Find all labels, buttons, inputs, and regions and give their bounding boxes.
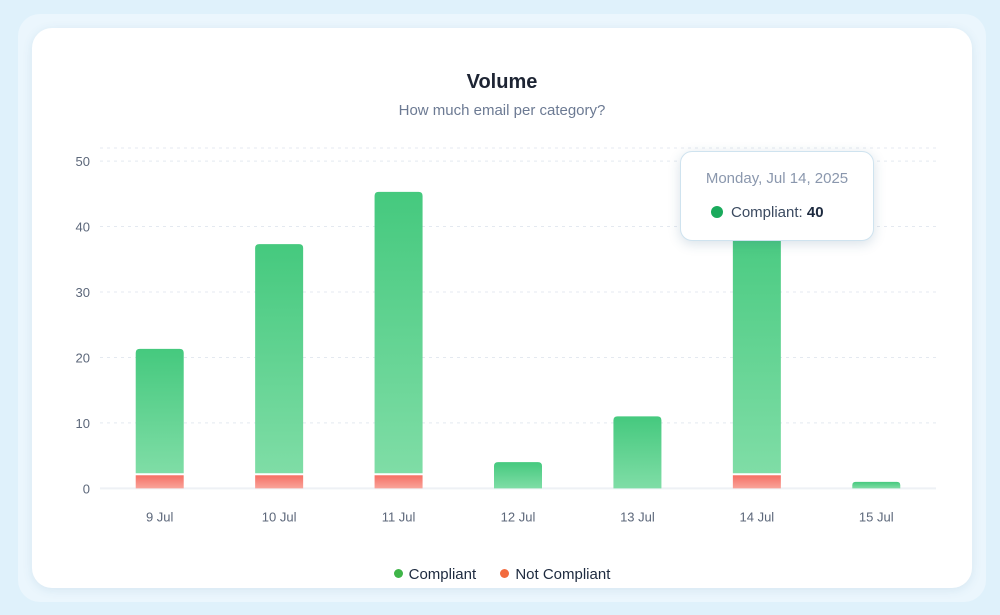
y-tick-label: 10 [76,416,90,431]
legend-item-compliant[interactable]: Compliant [393,566,477,583]
bar-compliant [255,244,304,474]
tooltip-label: Compliant: [731,204,803,221]
legend-label-not-compliant: Not Compliant [515,566,611,583]
bar-compliant [613,416,662,489]
x-tick-label: 14 Jul [740,509,775,524]
bar-compliant [374,191,423,474]
bar-compliant [135,348,184,474]
bar-not-compliant [732,475,781,489]
y-tick-label: 50 [76,154,90,169]
legend-item-not-compliant[interactable]: Not Compliant [500,566,610,583]
bar-compliant [494,462,542,489]
x-tick-label: 12 Jul [501,509,536,524]
y-tick-label: 40 [76,220,90,235]
chart-card: Volume How much email per category? 0 10 2… [32,28,972,588]
outer-frame: Volume How much email per category? 0 10 2… [18,14,986,602]
legend-dot-compliant-icon [393,569,403,578]
y-tick-label: 0 [83,481,90,496]
bar-compliant [732,211,781,474]
tooltip-date: Monday, Jul 14, 2025 [705,170,849,187]
tooltip-row: Compliant: 40 [711,204,824,221]
tooltip-series-dot-icon [711,206,723,218]
x-tick-label: 13 Jul [620,509,655,524]
legend-label-compliant: Compliant [408,566,477,583]
bar-not-compliant [135,475,184,489]
bar-not-compliant [374,475,423,489]
chart-plot: 0 10 20 30 40 50 9 Jul 10 Jul 11 Jul 12 Jul 13 Jul… [76,147,936,524]
chart-title: Volume [466,71,538,93]
y-tick-label: 30 [76,285,90,300]
x-tick-label: 9 Jul [146,509,174,524]
bar-compliant [852,481,901,489]
chart-tooltip: Monday, Jul 14, 2025 Compliant: 40 [680,151,874,241]
bar-not-compliant [255,475,304,489]
tooltip-value: 40 [806,204,824,221]
y-tick-label: 20 [76,350,90,365]
legend-dot-not-compliant-icon [500,569,510,578]
chart-legend: Compliant Not Compliant [32,566,972,583]
x-tick-label: 11 Jul [382,509,416,524]
x-tick-label: 10 Jul [262,509,297,524]
chart-subtitle: How much email per category? [398,102,606,119]
x-tick-label: 15 Jul [859,509,894,524]
